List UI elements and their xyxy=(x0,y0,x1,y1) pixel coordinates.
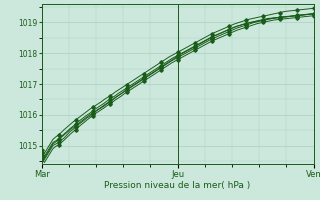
X-axis label: Pression niveau de la mer( hPa ): Pression niveau de la mer( hPa ) xyxy=(104,181,251,190)
